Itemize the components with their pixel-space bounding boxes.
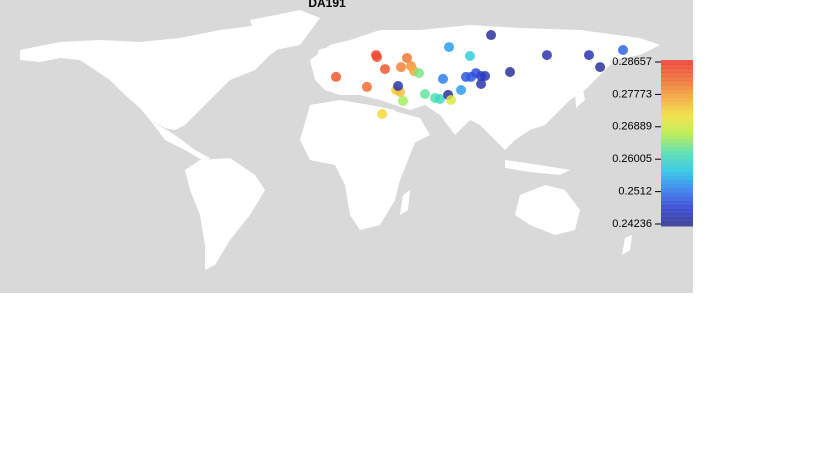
- colorbar-slab: [661, 97, 693, 102]
- site-point: [331, 71, 342, 82]
- colorbar-slab: [661, 163, 693, 169]
- landmasses: [20, 10, 660, 270]
- site-point: [583, 50, 594, 61]
- site-point: [420, 89, 431, 100]
- colorbar-slab: [661, 126, 693, 132]
- colorbar-slab: [661, 113, 693, 119]
- colorbar-slab: [661, 172, 693, 177]
- colorbar-tick-label: 0.27773: [612, 88, 652, 100]
- site-point: [476, 79, 487, 90]
- indonesia: [505, 160, 570, 175]
- colorbar-tick-label: 0.2512: [618, 186, 652, 198]
- colorbar-slab: [661, 167, 693, 173]
- colorbar-tick-label: 0.24236: [612, 218, 652, 230]
- site-point: [379, 64, 390, 75]
- colorbar-slab: [661, 176, 693, 181]
- colorbar-slab: [661, 196, 693, 202]
- colorbar-slab: [661, 76, 693, 82]
- colorbar-slab: [661, 188, 693, 194]
- site-point: [595, 62, 606, 73]
- colorbar-slab: [661, 60, 693, 65]
- colorbar-slab: [661, 72, 693, 78]
- colorbar-slab: [661, 213, 693, 219]
- britain: [318, 48, 326, 64]
- colorbar-slab: [661, 138, 693, 144]
- colorbar-slab: [661, 122, 693, 127]
- site-point: [371, 52, 382, 63]
- colorbar-slab: [661, 180, 693, 185]
- site-point: [377, 109, 388, 120]
- site-point: [541, 50, 552, 61]
- site-point: [446, 95, 457, 106]
- colorbar-tick-label: 0.26005: [612, 153, 652, 165]
- site-point: [438, 73, 449, 84]
- colorbar-slab: [661, 217, 693, 223]
- colorbar-slab: [661, 109, 693, 115]
- arabia: [390, 110, 430, 145]
- site-point: [434, 93, 445, 104]
- central-america: [150, 120, 210, 162]
- colorbar-slab: [661, 159, 693, 165]
- eurasia: [310, 25, 660, 150]
- site-point: [361, 81, 372, 92]
- colorbar-slab: [661, 84, 693, 90]
- new-zealand: [622, 235, 632, 255]
- colorbar-slab: [661, 105, 693, 111]
- colorbar-slab: [661, 101, 693, 107]
- site-point: [444, 42, 455, 53]
- colorbar-slab: [661, 143, 693, 148]
- colorbar-slab: [661, 80, 693, 86]
- colorbar-tick-label: 0.26889: [612, 121, 652, 133]
- map-title: DA191: [308, 0, 346, 10]
- site-point: [397, 95, 408, 106]
- africa: [300, 100, 420, 230]
- site-point: [464, 50, 475, 61]
- colorbar-slab: [661, 147, 693, 152]
- colorbar-slab: [661, 89, 693, 94]
- site-point: [456, 85, 467, 96]
- site-point: [395, 62, 406, 73]
- colorbar-slab: [661, 130, 693, 136]
- site-point: [486, 30, 497, 41]
- greenland: [250, 10, 320, 50]
- colorbar-slab: [661, 201, 693, 206]
- colorbar-slab: [661, 155, 693, 161]
- north-america: [20, 22, 300, 130]
- site-point: [480, 71, 491, 82]
- colorbar-slab: [661, 68, 693, 73]
- site-point: [401, 52, 412, 63]
- japan: [575, 85, 585, 108]
- colorbar-slab: [661, 93, 693, 98]
- south-america: [185, 158, 265, 270]
- site-point: [618, 44, 629, 55]
- colorbar-slab: [661, 192, 693, 198]
- australia: [515, 185, 580, 235]
- site-point: [393, 81, 404, 92]
- colorbar-slab: [661, 118, 693, 123]
- site-point: [414, 68, 424, 79]
- colorbar-slab: [661, 209, 693, 215]
- madagascar: [400, 190, 410, 215]
- site-point: [460, 71, 471, 82]
- colorbar-slab: [661, 64, 693, 69]
- colorbar-slab: [661, 184, 693, 190]
- site-point: [505, 66, 515, 77]
- colorbar-slab: [661, 151, 693, 156]
- colorbar-slab: [661, 134, 693, 140]
- colorbar-slab: [661, 205, 693, 210]
- colorbar-slab: [661, 221, 693, 227]
- colorbar-tick-label: 0.28657: [612, 56, 652, 68]
